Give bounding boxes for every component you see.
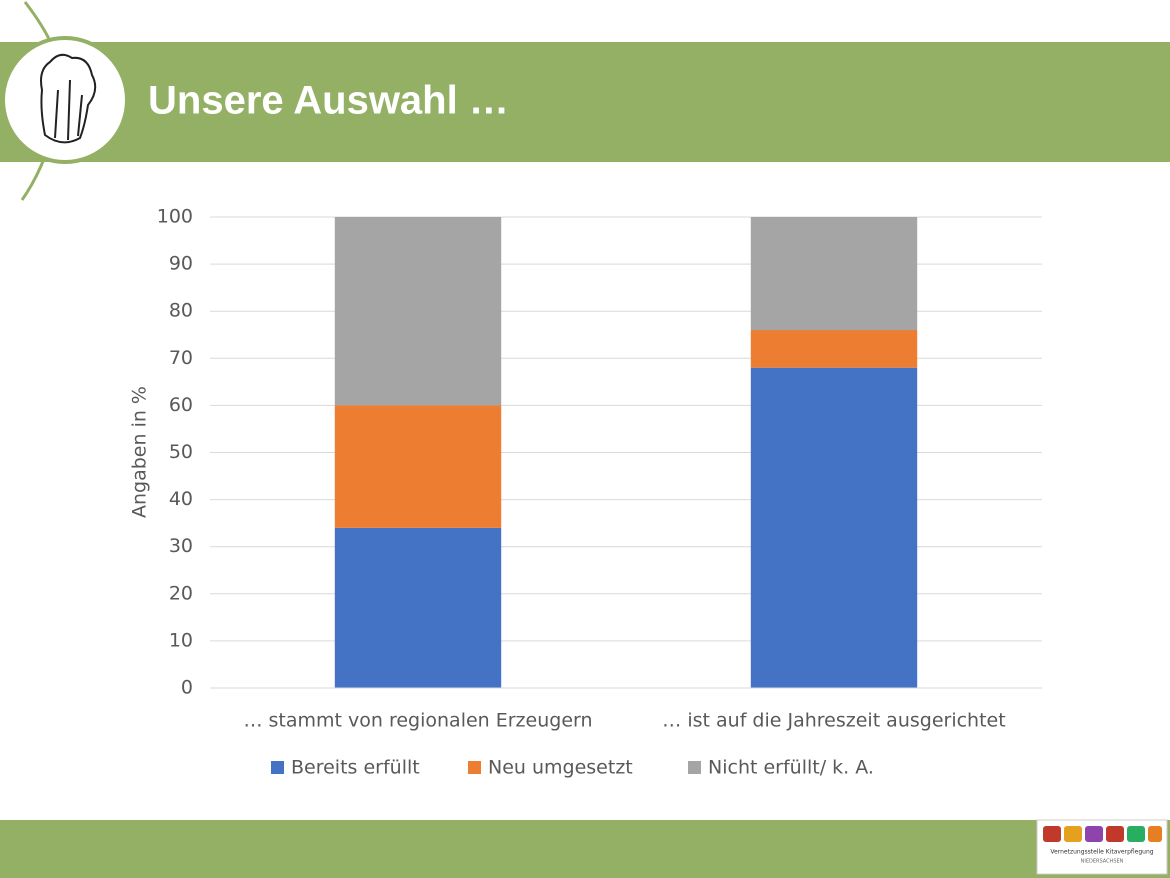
x-tick-label: … ist auf die Jahreszeit ausgerichtet <box>662 710 1005 732</box>
y-axis-label: Angaben in % <box>129 386 151 518</box>
bar-segment <box>750 330 918 368</box>
x-tick-label: … stammt von regionalen Erzeugern <box>243 710 592 732</box>
bar-segment <box>334 405 502 528</box>
logo-text: Vernetzungsstelle Kitaverpflegung <box>1050 849 1153 856</box>
y-tick-label: 20 <box>169 582 193 604</box>
icon-circle <box>1 36 129 164</box>
y-tick-label: 40 <box>169 488 193 510</box>
bar-segment <box>334 217 502 406</box>
vegetable-icon <box>40 53 97 144</box>
logo-subtext: NIEDERSACHSEN <box>1081 859 1124 865</box>
bar-segment <box>750 217 918 331</box>
y-tick-label: 60 <box>169 394 193 416</box>
slide-title: Unsere Auswahl … <box>148 79 509 123</box>
footer-band <box>0 820 1170 878</box>
y-tick-label: 70 <box>169 347 193 369</box>
legend-label: Neu umgesetzt <box>488 757 633 779</box>
legend-swatch <box>271 761 284 774</box>
y-tick-label: 100 <box>157 206 193 228</box>
legend-label: Bereits erfüllt <box>291 757 420 779</box>
legend-swatch <box>688 761 701 774</box>
y-tick-label: 90 <box>169 253 193 275</box>
bar-segment <box>750 367 918 688</box>
y-tick-label: 80 <box>169 300 193 322</box>
y-tick-label: 10 <box>169 629 193 651</box>
y-tick-label: 50 <box>169 441 193 463</box>
y-tick-label: 0 <box>181 677 193 699</box>
bar-segment <box>334 527 502 688</box>
legend-swatch <box>468 761 481 774</box>
header-band <box>0 42 1170 162</box>
y-tick-label: 30 <box>169 535 193 557</box>
legend-label: Nicht erfüllt/ k. A. <box>708 757 874 779</box>
logo-icons <box>1043 826 1162 842</box>
